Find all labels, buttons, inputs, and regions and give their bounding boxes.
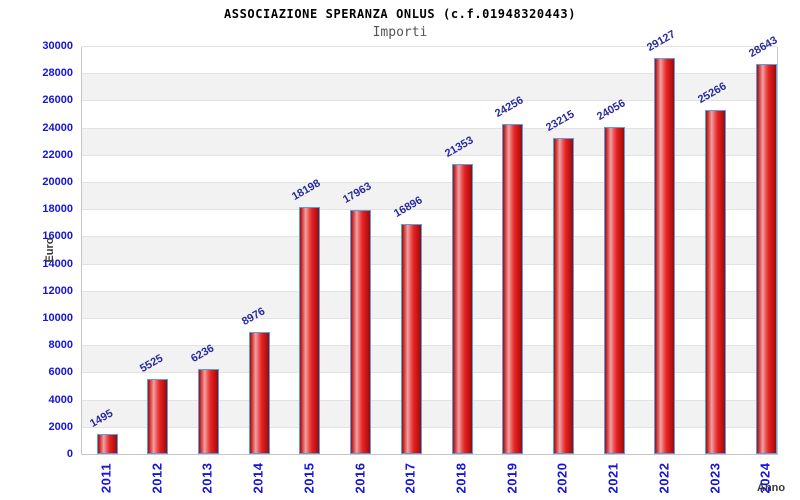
- gridline: [82, 426, 777, 428]
- y-tick-label: 30000: [42, 40, 73, 52]
- gridline: [82, 209, 777, 211]
- gridline: [82, 236, 777, 238]
- gridline: [82, 290, 777, 292]
- gridline: [82, 372, 777, 374]
- gridline: [82, 100, 777, 102]
- y-tick-label: 10000: [42, 312, 73, 324]
- y-tick-label: 26000: [42, 94, 73, 107]
- gridline: [82, 73, 777, 75]
- bar-2024: [755, 64, 777, 454]
- gridline: [82, 318, 777, 319]
- gridline: [82, 154, 777, 156]
- gridline: [82, 345, 777, 347]
- bar-2016: [350, 209, 372, 454]
- bar-2017: [400, 224, 422, 454]
- plot-area: 1495 5525 6236 8976 18198 17963 16896 21353 2425…: [81, 28, 779, 455]
- y-axis-title: Euro: [44, 237, 56, 263]
- x-tick-label-2012: 2012: [149, 462, 165, 494]
- bar-2020: [552, 138, 574, 454]
- y-tick-label: 24000: [42, 121, 73, 134]
- x-tick-label-2011: 2011: [98, 462, 114, 494]
- x-tick-label-2021: 2021: [605, 462, 621, 494]
- y-tick-label: 4000: [48, 393, 73, 406]
- bar-2013: [197, 369, 219, 454]
- bar-2011: [96, 433, 118, 454]
- x-tick-label-2015: 2015: [301, 462, 317, 494]
- x-tick-label-2023: 2023: [707, 462, 723, 494]
- gridline: [82, 127, 777, 129]
- y-tick-label: 22000: [42, 148, 73, 161]
- x-tick-label-2020: 2020: [554, 462, 570, 494]
- bar-2022: [654, 57, 676, 454]
- gridline: [82, 263, 777, 265]
- bar-2023: [705, 110, 727, 454]
- y-tick-label: 8000: [48, 339, 73, 352]
- chart-title: ASSOCIAZIONE SPERANZA ONLUS (c.f.0194832…: [223, 7, 577, 21]
- y-tick-label: 14000: [42, 257, 73, 270]
- x-tick-label-2019: 2019: [504, 462, 520, 494]
- x-tick-label-2017: 2017: [402, 462, 418, 494]
- x-tick-label-2013: 2013: [199, 462, 215, 494]
- x-axis-title: Anno: [757, 482, 786, 494]
- bar-2021: [603, 126, 625, 454]
- y-tick-label: 18000: [42, 203, 73, 216]
- y-tick-label: 28000: [42, 67, 73, 80]
- x-tick-label-2014: 2014: [250, 462, 266, 494]
- chart-subtitle: Importi: [372, 25, 428, 40]
- y-tick-label: 20000: [42, 176, 73, 188]
- x-tick-label-2018: 2018: [453, 462, 469, 494]
- y-tick-label: 2000: [48, 420, 73, 433]
- x-tick-label-2016: 2016: [352, 462, 368, 494]
- bar-2015: [299, 206, 321, 454]
- y-tick-label: 16000: [42, 230, 73, 243]
- gridline: [82, 399, 777, 401]
- bar-2012: [147, 378, 169, 454]
- bar-2014: [248, 331, 270, 454]
- y-tick-label: 6000: [48, 366, 73, 379]
- y-tick-label: 12000: [42, 284, 73, 297]
- bar-2018: [451, 163, 473, 454]
- x-tick-label-2022: 2022: [656, 462, 672, 494]
- y-tick-label: 0: [66, 448, 73, 460]
- bar-2019: [502, 124, 524, 454]
- gridline: [82, 182, 777, 183]
- gridline: [82, 46, 777, 47]
